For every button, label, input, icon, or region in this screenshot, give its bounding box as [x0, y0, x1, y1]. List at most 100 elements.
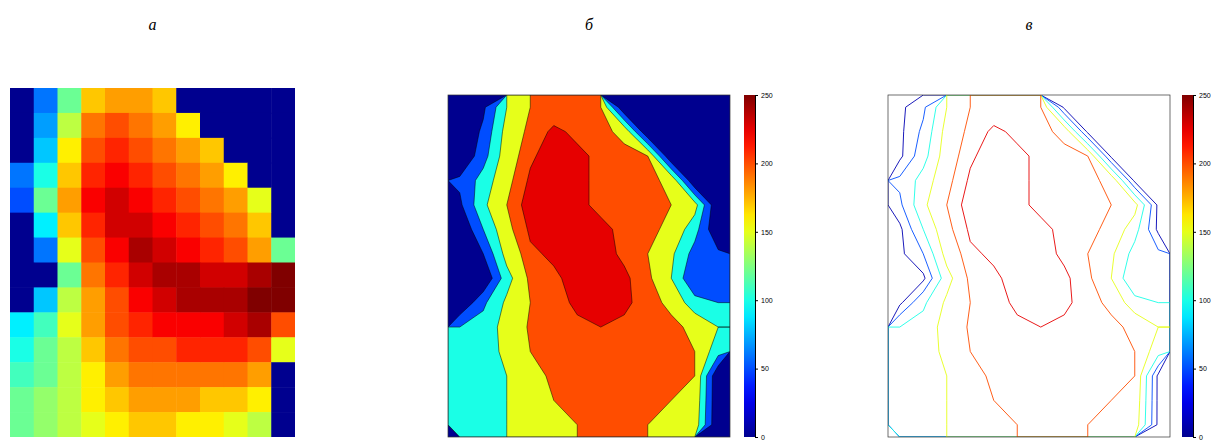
panel: б050100150200250	[448, 16, 773, 441]
heatmap-cell	[200, 88, 224, 113]
colorbar-tick-mark	[755, 163, 758, 164]
heatmap-cell	[176, 362, 200, 387]
colorbar-tick: 150	[755, 229, 773, 236]
heatmap-cell	[34, 188, 58, 213]
colorbar-tick-mark	[755, 300, 758, 301]
heatmap-cell	[200, 312, 224, 337]
heatmap-cell	[153, 337, 177, 362]
heatmap-cell	[10, 312, 34, 337]
contour-line	[947, 95, 1135, 437]
colorbar-tick: 100	[755, 297, 773, 304]
colorbar-tick-label: 100	[761, 297, 773, 304]
heatmap-cell	[58, 412, 82, 437]
colorbar-tick: 200	[1193, 160, 1211, 167]
heatmap-cell	[129, 163, 153, 188]
heatmap-cell	[153, 138, 177, 163]
heatmap-cell	[224, 312, 248, 337]
heatmap-cell	[10, 238, 34, 263]
colorbar-tick-mark	[1193, 163, 1196, 164]
heatmap-cell	[153, 362, 177, 387]
colorbar-tick-label: 0	[761, 434, 765, 441]
heatmap-cell	[34, 387, 58, 412]
heatmap-cell	[58, 163, 82, 188]
background	[448, 95, 730, 437]
contour-line	[888, 95, 1170, 437]
heatmap-cell	[10, 362, 34, 387]
heatmap-cell	[10, 337, 34, 362]
heatmap-cell	[34, 88, 58, 113]
heatmap-cell	[271, 138, 295, 163]
heatmap-cell	[224, 113, 248, 138]
heatmap-cell	[10, 387, 34, 412]
colorbar-tick: 50	[755, 365, 769, 372]
heatmap-cell	[224, 337, 248, 362]
heatmap-cell	[129, 113, 153, 138]
heatmap-cell	[34, 312, 58, 337]
colorbar-tick-label: 150	[1199, 229, 1211, 236]
heatmap-cell	[81, 238, 105, 263]
heatmap-cell	[248, 113, 272, 138]
heatmap-cell	[34, 412, 58, 437]
heatmap-cell	[58, 188, 82, 213]
heatmap-cell	[81, 213, 105, 238]
colorbar-tick-mark	[1193, 437, 1196, 438]
heatmap-cell	[153, 88, 177, 113]
figure: аб050100150200250в050100150200250	[0, 0, 1219, 441]
colorbar-tick-mark	[1193, 369, 1196, 370]
heatmap-cell	[224, 213, 248, 238]
plot-area	[10, 88, 295, 437]
heatmap-cell	[10, 188, 34, 213]
contour-line	[888, 95, 1170, 437]
heatmap-cell	[105, 138, 129, 163]
heatmap-cell	[34, 238, 58, 263]
heatmap-cell	[34, 163, 58, 188]
colorbar-tick-label: 200	[761, 160, 773, 167]
heatmap-cell	[105, 387, 129, 412]
heatmap-cell	[153, 113, 177, 138]
colorbar-tick-mark	[755, 232, 758, 233]
heatmap-cell	[224, 263, 248, 288]
contour-line	[927, 95, 1170, 437]
heatmap-cell	[176, 337, 200, 362]
heatmap-cell	[129, 238, 153, 263]
heatmap-cell	[129, 387, 153, 412]
heatmap-cell	[248, 238, 272, 263]
heatmap-cell	[271, 263, 295, 288]
heatmap-cell	[129, 213, 153, 238]
heatmap-cell	[153, 412, 177, 437]
panel: в050100150200250	[888, 16, 1211, 441]
heatmap-cell	[153, 287, 177, 312]
heatmap-cell	[248, 163, 272, 188]
heatmap-cell	[248, 88, 272, 113]
heatmap-cell	[271, 312, 295, 337]
heatmap-cell	[129, 287, 153, 312]
heatmap-cell	[200, 337, 224, 362]
heatmap-cell	[34, 337, 58, 362]
heatmap-cell	[224, 188, 248, 213]
heatmap-cell	[105, 238, 129, 263]
heatmap-cell	[271, 213, 295, 238]
heatmap-cell	[248, 213, 272, 238]
heatmap-cell	[176, 113, 200, 138]
heatmap-cell	[10, 113, 34, 138]
heatmap-cell	[34, 138, 58, 163]
heatmap-cell	[129, 312, 153, 337]
heatmap-cell	[200, 163, 224, 188]
heatmap-cell	[200, 387, 224, 412]
heatmap-cell	[248, 312, 272, 337]
heatmap-cell	[58, 387, 82, 412]
heatmap-cell	[129, 263, 153, 288]
heatmap-cell	[271, 163, 295, 188]
heatmap-cell	[10, 88, 34, 113]
contour-band	[507, 95, 695, 437]
colorbar-tick: 250	[1193, 92, 1211, 99]
heatmap-cell	[34, 362, 58, 387]
heatmap-cell	[153, 312, 177, 337]
heatmap-cell	[224, 362, 248, 387]
contour-band	[521, 126, 632, 328]
panel: а	[10, 16, 296, 438]
heatmap-cell	[34, 113, 58, 138]
heatmap-cell	[176, 238, 200, 263]
heatmap-cell	[81, 188, 105, 213]
heatmap-cell	[58, 213, 82, 238]
